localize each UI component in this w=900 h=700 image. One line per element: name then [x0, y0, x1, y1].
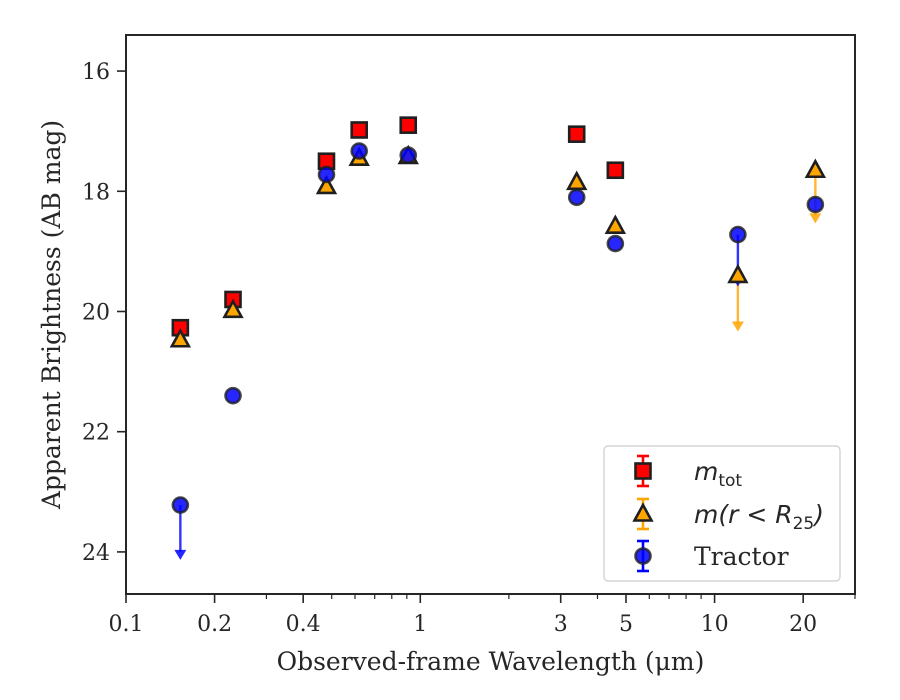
x-tick-label: 0.4	[286, 612, 321, 637]
legend-marker	[632, 502, 654, 522]
x-tick-label: 20	[789, 612, 817, 637]
legend-box	[603, 445, 841, 582]
tractor-point	[317, 165, 336, 184]
tractor-point	[729, 225, 747, 244]
x-tick-label: 3	[554, 612, 568, 637]
tractor-point	[399, 146, 418, 165]
mtot-point	[350, 121, 368, 139]
tractor-point	[171, 496, 190, 514]
x-tick-label: 10	[701, 612, 729, 637]
tractor-point	[806, 195, 825, 214]
upper-limit-arrow-head	[731, 321, 744, 332]
x-tick-label: 0.1	[109, 612, 144, 637]
y-tick-label: 22	[82, 421, 110, 446]
x-tick-label: 5	[619, 612, 633, 637]
m-r25-point	[169, 328, 192, 348]
mtot-point	[606, 161, 625, 180]
legend-label: mtot	[694, 457, 742, 491]
axis-labels: Observed-frame Wavelength (μm) Apparent …	[37, 120, 704, 676]
legend: mtot m(r < R25) Tractor	[603, 445, 841, 582]
upper-limit-arrow-head	[174, 549, 187, 560]
legend-label: Tractor	[694, 542, 789, 571]
mtot-point	[567, 125, 586, 143]
mtot-point	[399, 116, 418, 134]
axis-ticks: 0.1 0.2 0.4 1 3 5 10 20 16 18 20 22 24	[82, 60, 856, 637]
legend-marker	[634, 462, 652, 480]
plot-frame	[125, 34, 856, 595]
upper-limit-arrow-head	[809, 213, 822, 224]
m-r25-point	[727, 263, 749, 284]
tractor-point	[567, 188, 586, 207]
tractor-point	[224, 386, 242, 405]
y-tick-label: 18	[82, 180, 110, 205]
legend-marker	[634, 547, 652, 565]
y-axis-label: Apparent Brightness (AB mag)	[37, 120, 66, 510]
y-tick-label: 16	[82, 60, 110, 85]
y-tick-label: 24	[82, 541, 110, 566]
x-tick-label: 1	[413, 612, 427, 637]
m-r25-point	[604, 214, 627, 234]
m-r25-point	[804, 158, 827, 179]
legend-label: m(r < R25)	[694, 500, 824, 534]
m-r25-point	[222, 298, 244, 319]
tractor-point	[606, 234, 625, 253]
tractor-point	[350, 142, 368, 160]
x-axis-label: Observed-frame Wavelength (μm)	[277, 647, 705, 676]
m-r25-point	[566, 170, 588, 191]
data-marks	[169, 116, 827, 560]
y-tick-label: 20	[82, 300, 110, 325]
m-r25-point	[315, 174, 338, 195]
x-tick-label: 0.2	[197, 612, 232, 637]
